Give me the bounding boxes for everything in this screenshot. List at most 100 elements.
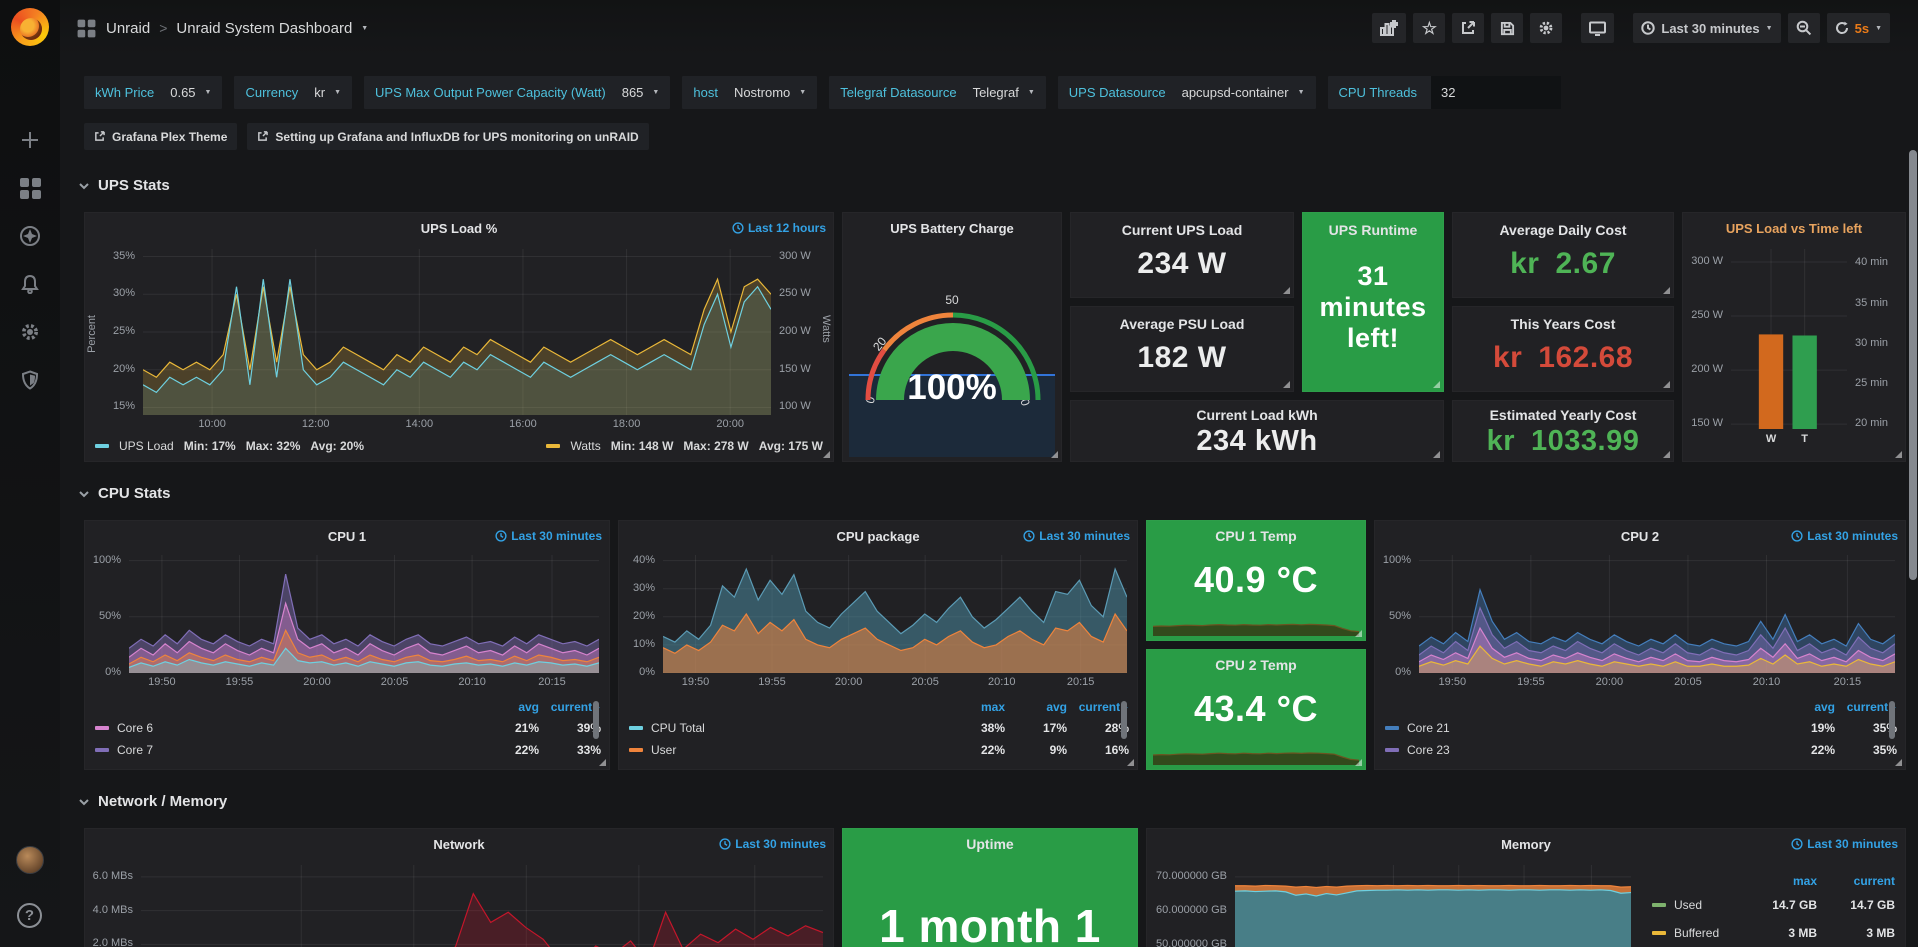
help-icon[interactable]: ? xyxy=(17,903,42,928)
series-name[interactable]: Watts xyxy=(570,439,601,453)
panel-time-range[interactable]: Last 30 minutes xyxy=(495,529,602,543)
panel-title[interactable]: CPU package xyxy=(836,528,920,544)
series-name[interactable]: Core 23 xyxy=(1385,743,1773,757)
section-cpu-stats[interactable]: CPU Stats xyxy=(78,485,171,502)
legend-scrollbar[interactable] xyxy=(1121,701,1127,739)
section-network-memory[interactable]: Network / Memory xyxy=(78,793,227,810)
variable-cpu-threads: CPU Threads 32 xyxy=(1327,76,1562,109)
share-button[interactable] xyxy=(1452,13,1485,43)
variable-telegraf-datasource[interactable]: Telegraf Datasource Telegraf ▼ xyxy=(829,76,1046,109)
chart-legend: avg current▼ Core 21 19% 35% Core 23 22%… xyxy=(1385,697,1897,761)
panel-ups-load: UPS Load % Last 12 hours Percent Watts 1… xyxy=(84,212,834,462)
page-title[interactable]: Unraid System Dashboard xyxy=(176,19,353,37)
alerting-bell-icon[interactable] xyxy=(0,262,60,306)
save-button[interactable] xyxy=(1491,13,1524,43)
panel-resize-handle[interactable] xyxy=(1663,451,1670,458)
panel-resize-handle[interactable] xyxy=(1127,759,1134,766)
stat-value: 43.4 °C xyxy=(1194,688,1318,729)
explore-compass-icon[interactable] xyxy=(0,214,60,258)
panel-resize-handle[interactable] xyxy=(1283,287,1290,294)
panel-resize-handle[interactable] xyxy=(599,759,606,766)
clock-icon xyxy=(732,222,744,234)
panel-time-range[interactable]: Last 30 minutes xyxy=(1023,529,1130,543)
panel-current-load-kwh: Current Load kWh 234 kWh xyxy=(1070,400,1444,462)
chevron-down-icon[interactable]: ▼ xyxy=(361,24,369,32)
refresh-button[interactable]: 5s ▼ xyxy=(1826,13,1890,43)
series-name[interactable]: Core 6 xyxy=(95,721,477,735)
configuration-gear-icon[interactable] xyxy=(0,310,60,354)
panel-resize-handle[interactable] xyxy=(1663,381,1670,388)
settings-gear-button[interactable] xyxy=(1530,13,1563,43)
dashboards-icon[interactable] xyxy=(0,166,60,210)
panel-time-range[interactable]: Last 30 minutes xyxy=(719,837,826,851)
series-name[interactable]: UPS Load xyxy=(119,439,174,453)
legend-col-current[interactable]: current▼ xyxy=(1078,700,1129,714)
panel-resize-handle[interactable] xyxy=(1895,451,1902,458)
panel-resize-handle[interactable] xyxy=(1895,759,1902,766)
user-avatar[interactable] xyxy=(16,846,44,874)
panel-title[interactable]: UPS Load % xyxy=(420,220,498,236)
panel-title[interactable]: CPU 2 xyxy=(1620,528,1660,544)
variable-ups-datasource[interactable]: UPS Datasource apcupsd-container ▼ xyxy=(1057,76,1316,109)
link-ups-monitoring-guide[interactable]: Setting up Grafana and InfluxDB for UPS … xyxy=(247,123,649,150)
panel-resize-handle[interactable] xyxy=(1283,381,1290,388)
legend-row: Core 7 22% 33% xyxy=(95,739,601,761)
link-grafana-plex-theme[interactable]: Grafana Plex Theme xyxy=(84,123,238,150)
legend-scrollbar[interactable] xyxy=(593,701,599,739)
panel-resize-handle[interactable] xyxy=(1433,451,1440,458)
series-name[interactable]: User xyxy=(629,743,943,757)
chevron-down-icon xyxy=(79,182,89,189)
legend-col-current[interactable]: current xyxy=(1853,874,1895,888)
stat-value: kr 162.68 xyxy=(1492,341,1634,374)
panel-title[interactable]: Memory xyxy=(1501,836,1551,852)
legend-row: User 22% 9% 16% xyxy=(629,739,1129,761)
legend-col-max[interactable]: max xyxy=(980,700,1005,714)
panel-resize-handle[interactable] xyxy=(1355,759,1362,766)
chevron-down-icon: ▼ xyxy=(799,89,807,96)
time-range-picker[interactable]: Last 30 minutes ▼ xyxy=(1633,13,1781,43)
legend-col-avg[interactable]: avg xyxy=(1046,700,1067,714)
tv-cycle-button[interactable] xyxy=(1581,13,1615,43)
dashboard-grid-icon[interactable] xyxy=(77,19,96,37)
series-name[interactable]: Used xyxy=(1652,898,1739,912)
star-button[interactable]: ☆ xyxy=(1413,13,1446,43)
panel-title[interactable]: Network xyxy=(433,836,485,852)
page-scrollbar[interactable] xyxy=(1909,150,1917,580)
grafana-logo[interactable] xyxy=(11,8,49,46)
create-icon[interactable] xyxy=(0,118,60,162)
legend-scrollbar[interactable] xyxy=(1889,701,1895,739)
panel-uptime: Uptime 1 month 1 xyxy=(842,828,1138,947)
server-admin-shield-icon[interactable] xyxy=(0,358,60,402)
series-name[interactable]: Buffered xyxy=(1652,926,1739,940)
panel-resize-handle[interactable] xyxy=(1051,451,1058,458)
panel-resize-handle[interactable] xyxy=(823,451,830,458)
panel-time-range[interactable]: Last 12 hours xyxy=(732,221,826,235)
panel-title[interactable]: UPS Load vs Time left xyxy=(1725,220,1863,236)
legend-col-avg[interactable]: avg xyxy=(518,700,539,714)
series-name[interactable]: CPU Total xyxy=(629,721,943,735)
panel-title[interactable]: CPU 1 xyxy=(327,528,367,544)
panel-cpu2-temp: CPU 2 Temp 43.4 °C xyxy=(1146,649,1366,770)
variable-ups-max-output[interactable]: UPS Max Output Power Capacity (Watt) 865… xyxy=(364,76,671,109)
cpu-threads-input[interactable]: 32 xyxy=(1431,76,1562,109)
series-name[interactable]: Core 21 xyxy=(1385,721,1773,735)
breadcrumb-folder[interactable]: Unraid xyxy=(106,19,151,37)
panel-time-range[interactable]: Last 30 minutes xyxy=(1791,529,1898,543)
add-panel-button[interactable] xyxy=(1372,13,1407,43)
variable-currency[interactable]: Currency kr ▼ xyxy=(234,76,353,109)
variable-kwh-price[interactable]: kWh Price 0.65 ▼ xyxy=(84,76,223,109)
legend-col-max[interactable]: max xyxy=(1792,874,1817,888)
legend-col-current[interactable]: current▼ xyxy=(1846,700,1897,714)
series-name[interactable]: Core 7 xyxy=(95,743,477,757)
legend-col-avg[interactable]: avg xyxy=(1814,700,1835,714)
legend-col-current[interactable]: current▼ xyxy=(550,700,601,714)
variable-host[interactable]: host Nostromo ▼ xyxy=(682,76,818,109)
panel-resize-handle[interactable] xyxy=(1355,630,1362,637)
stat-value: 1 month 1 xyxy=(879,900,1101,947)
panel-resize-handle[interactable] xyxy=(1433,381,1440,388)
panel-title[interactable]: UPS Battery Charge xyxy=(890,220,1014,236)
panel-time-range[interactable]: Last 30 minutes xyxy=(1791,837,1898,851)
section-ups-stats[interactable]: UPS Stats xyxy=(78,177,170,194)
zoom-out-button[interactable] xyxy=(1787,13,1820,43)
panel-resize-handle[interactable] xyxy=(1663,287,1670,294)
